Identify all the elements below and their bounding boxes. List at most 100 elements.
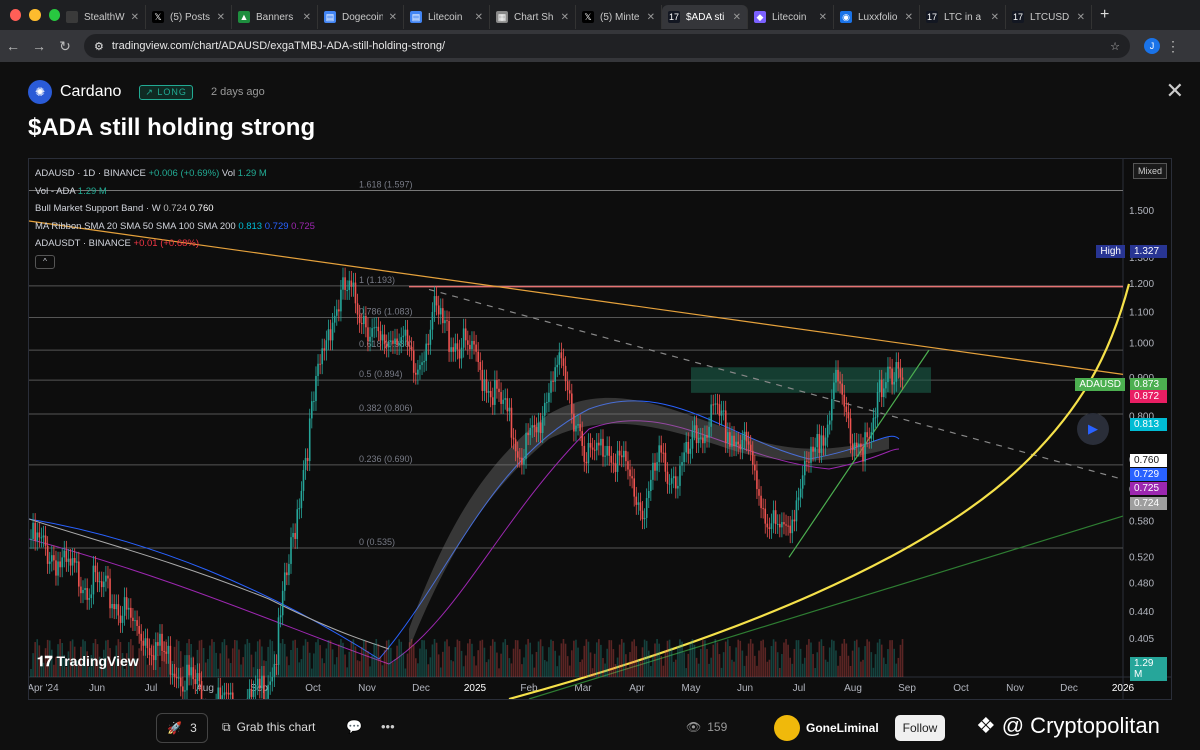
tab-close-icon[interactable]: ✕	[1076, 11, 1085, 23]
volume-bar	[895, 663, 898, 677]
reload-icon[interactable]: ↻	[59, 37, 71, 54]
tab-1[interactable]: 𝕏 (5) Posts ✕	[146, 5, 232, 29]
candle-body	[525, 432, 527, 459]
tab-close-icon[interactable]: ✕	[216, 11, 225, 23]
boost-button[interactable]: 🚀 3	[156, 713, 208, 743]
volume-bar	[793, 648, 796, 677]
follow-button[interactable]: Follow	[895, 715, 945, 741]
candle-body	[248, 688, 251, 699]
tab-close-icon[interactable]: ✕	[302, 11, 311, 23]
fib-level-label: 0.618 (0.980)	[359, 339, 413, 349]
author[interactable]: GoneLiminal	[774, 715, 879, 741]
tab-9[interactable]: ◉ Luxxfolio ✕	[834, 5, 920, 29]
tab-close-icon[interactable]: ✕	[904, 11, 913, 23]
volume-bar	[254, 651, 257, 677]
volume-bar	[508, 658, 511, 677]
candle-body	[573, 413, 575, 432]
grab-label: Grab this chart	[236, 720, 316, 734]
profile-avatar[interactable]: J	[1144, 38, 1160, 54]
comment-icon[interactable]: 💬	[346, 719, 363, 734]
tab-7[interactable]: 17 $ADA sti ✕	[662, 5, 748, 29]
candle-body	[629, 469, 631, 477]
chart-panel[interactable]: 1.5001.3001.2001.1001.0000.9000.8000.700…	[28, 158, 1172, 700]
volume-bar	[383, 650, 386, 677]
coin-name[interactable]: Cardano	[60, 83, 122, 100]
tab-8[interactable]: ◆ Litecoin ✕	[748, 5, 834, 29]
tab-11[interactable]: 17 LTCUSD ✕	[1006, 5, 1092, 29]
volume-bar	[847, 655, 850, 677]
price-chart[interactable]: 1.5001.3001.2001.1001.0000.9000.8000.700…	[29, 159, 1171, 699]
candle-body	[329, 329, 332, 341]
candle-body	[631, 476, 633, 479]
tab-close-icon[interactable]: ✕	[646, 11, 655, 23]
candle-body	[587, 442, 590, 464]
candle-body	[558, 352, 561, 365]
maximize-window-button[interactable]	[48, 9, 60, 21]
volume-bar	[853, 640, 856, 677]
bmsb-label[interactable]: Bull Market Support Band · W	[35, 203, 161, 214]
browser-menu-icon[interactable]: ⋮	[1166, 37, 1180, 54]
candle-body	[889, 366, 891, 369]
author-avatar[interactable]	[774, 715, 800, 741]
volume-bar	[65, 666, 68, 677]
scale-mode-label[interactable]: Mixed	[1132, 163, 1167, 179]
tab-close-icon[interactable]: ✕	[732, 11, 741, 23]
tab-close-icon[interactable]: ✕	[990, 11, 999, 23]
legend-collapse-button[interactable]: ^	[35, 254, 55, 269]
volume-bar	[410, 639, 413, 677]
close-window-button[interactable]	[10, 9, 22, 21]
new-tab-button[interactable]: +	[1100, 6, 1110, 23]
tab-4[interactable]: ▤ Litecoin ✕	[404, 5, 490, 29]
volume-bar	[772, 639, 775, 677]
candle-body	[261, 675, 263, 689]
play-icon[interactable]: ▶	[1077, 413, 1109, 445]
candle-body	[100, 581, 103, 588]
author-name[interactable]: GoneLiminal	[806, 721, 879, 735]
candle-body	[117, 604, 120, 616]
volume-bar	[849, 665, 852, 677]
volume-bar	[288, 665, 290, 677]
grab-chart-button[interactable]: ⧉ Grab this chart	[222, 720, 315, 735]
bookmark-star-icon[interactable]: ☆	[1110, 40, 1120, 53]
tab-favicon-icon: 17	[1012, 11, 1024, 23]
more-icon[interactable]: •••	[381, 719, 395, 734]
volume-bar	[712, 644, 715, 677]
minimize-window-button[interactable]	[29, 9, 41, 21]
volume-bar	[487, 659, 490, 677]
tab-favicon-icon: 17	[668, 11, 680, 23]
close-icon[interactable]: ✕	[1165, 78, 1184, 103]
tab-close-icon[interactable]: ✕	[474, 11, 483, 23]
fib-level-label: 0 (0.535)	[359, 537, 395, 547]
volume-bar	[593, 653, 596, 677]
volume-bar	[606, 648, 608, 677]
rocket-icon: 🚀	[167, 721, 183, 735]
volume-bar	[406, 653, 409, 677]
candle-body	[385, 344, 388, 348]
volume-bar	[604, 663, 606, 677]
legend-symbol[interactable]: ADAUSD · 1D · BINANCE	[35, 168, 146, 179]
candle-body	[408, 345, 411, 347]
tab-5[interactable]: ▦ Chart Sh ✕	[490, 5, 576, 29]
tab-10[interactable]: 17 LTC in a ✕	[920, 5, 1006, 29]
candle-body	[575, 425, 577, 432]
back-icon[interactable]: ←	[6, 38, 20, 54]
tab-3[interactable]: ▤ Dogecoin ✕	[318, 5, 404, 29]
candle-body	[843, 394, 846, 407]
tab-close-icon[interactable]: ✕	[818, 11, 827, 23]
tab-close-icon[interactable]: ✕	[388, 11, 397, 23]
y-tick-label: 0.480	[1129, 578, 1154, 589]
forward-icon[interactable]: →	[32, 38, 46, 54]
volume-bar	[608, 640, 611, 677]
candle-body	[225, 692, 228, 694]
tab-0[interactable]: StealthW ✕	[60, 5, 146, 29]
tab-close-icon[interactable]: ✕	[560, 11, 569, 23]
vol-ada-label[interactable]: Vol - ADA	[35, 185, 76, 197]
tab-2[interactable]: ▲ Banners ✕	[232, 5, 318, 29]
url-field[interactable]: ⚙ tradingview.com/chart/ADAUSD/exgaTMBJ-…	[84, 34, 1130, 58]
tab-6[interactable]: 𝕏 (5) Minte ✕	[576, 5, 662, 29]
tab-close-icon[interactable]: ✕	[130, 11, 139, 23]
volume-bar	[238, 649, 240, 677]
site-info-icon[interactable]: ⚙	[94, 40, 104, 53]
ma-ribbon-label[interactable]: MA Ribbon SMA 20 SMA 50 SMA 100 SMA 200	[35, 220, 236, 232]
adausdt-label[interactable]: ADAUSDT · BINANCE	[35, 238, 131, 249]
